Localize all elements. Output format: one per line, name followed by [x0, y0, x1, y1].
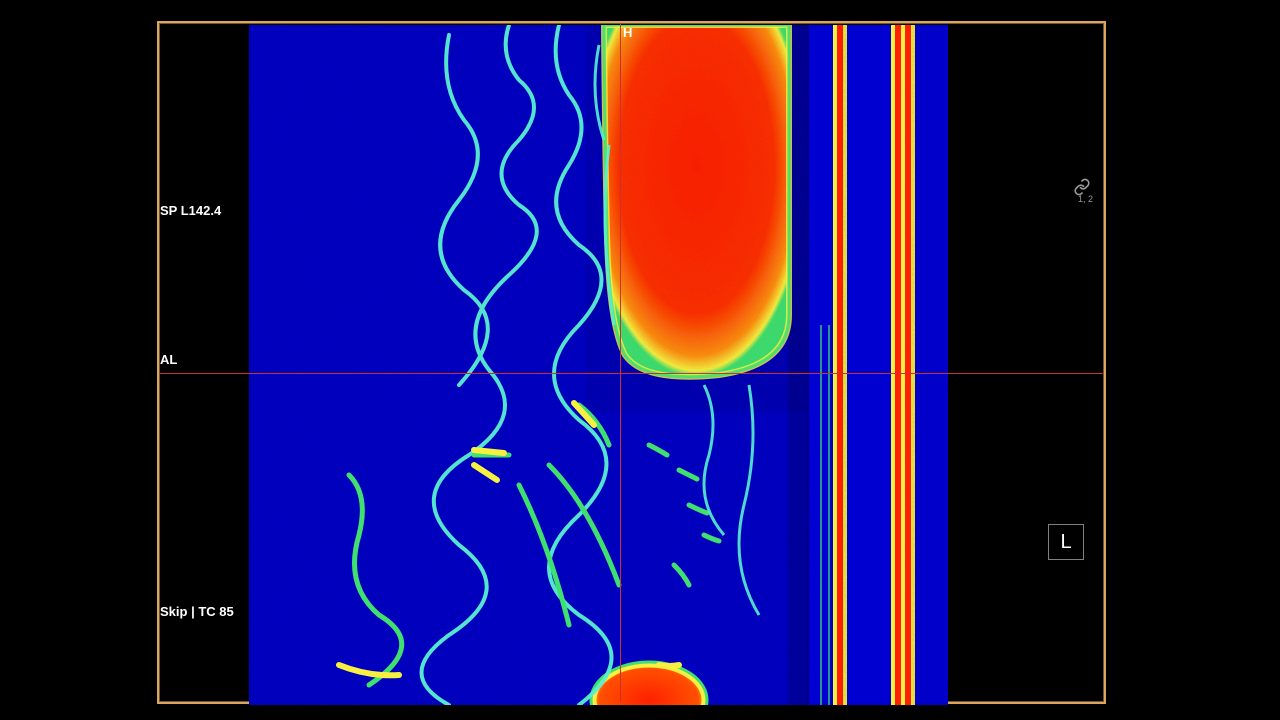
scan-image[interactable]	[249, 25, 948, 705]
link-group-label: 1, 2	[1078, 194, 1093, 204]
crosshair-vertical[interactable]	[620, 23, 621, 702]
image-viewport[interactable]	[157, 21, 1106, 704]
slice-position-label: SP L142.4	[160, 203, 221, 218]
crosshair-horizontal[interactable]	[159, 373, 1104, 374]
orientation-cube-letter: L	[1060, 531, 1071, 554]
status-label: Skip | TC 85	[160, 604, 234, 619]
orientation-cube[interactable]: L	[1048, 524, 1084, 560]
al-label: AL	[160, 352, 177, 367]
orientation-marker-top: H	[623, 25, 632, 40]
